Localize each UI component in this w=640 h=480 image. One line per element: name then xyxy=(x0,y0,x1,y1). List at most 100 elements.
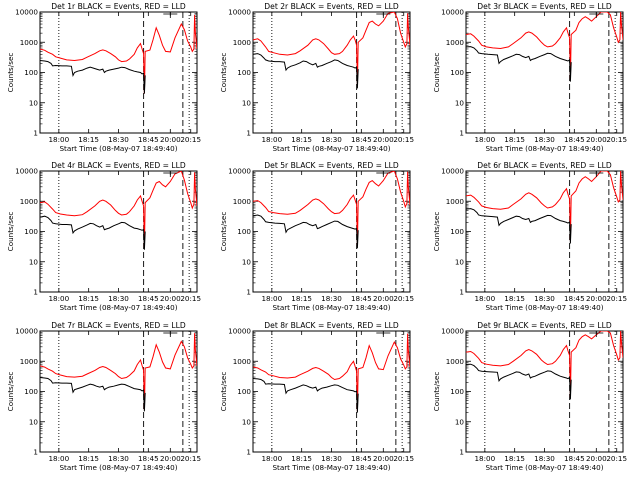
plot-frame xyxy=(465,330,624,453)
plot-frame xyxy=(39,170,198,293)
lld-series-line xyxy=(253,333,410,412)
y-tick-label: 1 xyxy=(246,129,251,138)
panel-title: Det 2r BLACK = Events, RED = LLD xyxy=(264,2,399,11)
y-tick-label: 1 xyxy=(33,288,38,297)
x-tick-label: 20:15 xyxy=(393,454,414,463)
panel-det-9: Det 9r BLACK = Events, RED = LLD 1 10 100 10… xyxy=(432,321,627,472)
x-tick-label: 18:30 xyxy=(108,454,129,463)
x-axis-label: Start Time (08-May-07 18:49:40) xyxy=(485,463,603,472)
y-tick-label: 10 xyxy=(242,417,252,426)
x-tick-label: 20:15 xyxy=(606,454,627,463)
events-series-line xyxy=(466,363,572,400)
events-series-line xyxy=(40,60,146,94)
x-tick-label: 18:45 xyxy=(564,454,585,463)
x-tick-label: 20:00 xyxy=(586,294,607,303)
x-tick-label: 20:00 xyxy=(373,454,394,463)
x-tick-label: 18:30 xyxy=(534,135,555,144)
y-tick-label: 1000 xyxy=(446,197,465,206)
y-tick-label: 100 xyxy=(450,387,464,396)
x-tick-label: 18:30 xyxy=(534,294,555,303)
x-tick-label: 20:15 xyxy=(180,135,201,144)
y-tick-label: 10 xyxy=(242,98,252,107)
x-tick-label: 18:45 xyxy=(351,454,372,463)
x-tick-label: 18:15 xyxy=(504,135,525,144)
y-tick-label: 10000 xyxy=(15,327,38,336)
panel-det-4: Det 4r BLACK = Events, RED = LLD 1 10 100 10… xyxy=(6,161,201,312)
x-tick-label: 18:15 xyxy=(291,135,312,144)
y-tick-label: 1 xyxy=(246,448,251,457)
panel-title: Det 7r BLACK = Events, RED = LLD xyxy=(51,321,186,330)
panel-title: Det 1r BLACK = Events, RED = LLD xyxy=(51,2,186,11)
y-tick-label: 1000 xyxy=(446,38,465,47)
lld-series-line xyxy=(466,12,623,80)
x-tick-label: 18:30 xyxy=(108,135,129,144)
lld-series-line xyxy=(40,14,197,94)
y-tick-label: 100 xyxy=(237,68,251,77)
y-tick-label: 100 xyxy=(24,68,38,77)
panel-title: Det 3r BLACK = Events, RED = LLD xyxy=(477,2,612,11)
x-tick-label: 18:45 xyxy=(351,294,372,303)
y-tick-label: 1000 xyxy=(20,38,39,47)
y-tick-label: 1000 xyxy=(20,197,39,206)
lld-series-line xyxy=(466,331,623,398)
x-tick-label: 18:30 xyxy=(321,294,342,303)
x-tick-label: 18:00 xyxy=(48,454,69,463)
x-axis-label: Start Time (08-May-07 18:49:40) xyxy=(59,463,177,472)
y-axis-label: Counts/sec xyxy=(432,212,441,252)
x-axis-label: Start Time (08-May-07 18:49:40) xyxy=(59,303,177,312)
y-tick-label: 10000 xyxy=(15,167,38,176)
x-tick-label: 20:00 xyxy=(160,294,181,303)
y-axis-label: Counts/sec xyxy=(6,372,15,412)
plot-frame xyxy=(252,11,411,134)
panel-title: Det 6r BLACK = Events, RED = LLD xyxy=(477,161,612,170)
x-tick-label: 18:00 xyxy=(474,454,495,463)
y-tick-label: 10000 xyxy=(228,8,251,17)
events-series-line xyxy=(40,215,146,250)
x-axis-label: Start Time (08-May-07 18:49:40) xyxy=(272,463,390,472)
plot-frame xyxy=(465,11,624,134)
y-axis-label: Counts/sec xyxy=(6,212,15,252)
x-tick-label: 18:15 xyxy=(504,294,525,303)
x-tick-label: 18:15 xyxy=(78,454,99,463)
y-tick-label: 1000 xyxy=(446,357,465,366)
x-tick-label: 18:00 xyxy=(474,294,495,303)
x-tick-label: 18:45 xyxy=(564,294,585,303)
x-axis-label: Start Time (08-May-07 18:49:40) xyxy=(485,303,603,312)
y-axis-label: Counts/sec xyxy=(6,53,15,93)
panel-det-7: Det 7r BLACK = Events, RED = LLD 1 10 100 10… xyxy=(6,321,201,472)
y-tick-label: 1 xyxy=(459,448,464,457)
y-tick-label: 1000 xyxy=(233,357,252,366)
y-tick-label: 1 xyxy=(33,129,38,138)
y-tick-label: 10000 xyxy=(441,8,464,17)
y-tick-label: 10000 xyxy=(228,327,251,336)
y-tick-label: 100 xyxy=(450,227,464,236)
y-tick-label: 1000 xyxy=(233,197,252,206)
x-tick-label: 18:00 xyxy=(48,294,69,303)
panel-det-6: Det 6r BLACK = Events, RED = LLD 1 10 100 10… xyxy=(432,161,627,312)
x-tick-label: 18:45 xyxy=(138,454,159,463)
x-tick-label: 18:45 xyxy=(351,135,372,144)
y-tick-label: 100 xyxy=(24,227,38,236)
x-tick-label: 18:15 xyxy=(291,294,312,303)
x-axis-label: Start Time (08-May-07 18:49:40) xyxy=(272,303,390,312)
panel-det-1: Det 1r BLACK = Events, RED = LLD 1 10 100 10… xyxy=(6,2,201,153)
y-tick-label: 100 xyxy=(24,387,38,396)
x-axis-label: Start Time (08-May-07 18:49:40) xyxy=(59,144,177,153)
y-tick-label: 10 xyxy=(242,257,252,266)
x-tick-label: 18:30 xyxy=(321,454,342,463)
events-series-line xyxy=(253,53,359,89)
x-tick-label: 20:15 xyxy=(393,135,414,144)
plot-frame xyxy=(39,330,198,453)
y-tick-label: 10000 xyxy=(228,167,251,176)
x-tick-label: 18:15 xyxy=(504,454,525,463)
x-tick-label: 18:00 xyxy=(474,135,495,144)
x-tick-label: 18:00 xyxy=(261,135,282,144)
x-tick-label: 20:15 xyxy=(606,135,627,144)
panel-title: Det 9r BLACK = Events, RED = LLD xyxy=(477,321,612,330)
y-tick-label: 10000 xyxy=(441,167,464,176)
x-tick-label: 18:45 xyxy=(138,135,159,144)
x-tick-label: 18:15 xyxy=(78,135,99,144)
panel-det-8: Det 8r BLACK = Events, RED = LLD 1 10 100 10… xyxy=(219,321,414,472)
lld-series-line xyxy=(253,171,410,246)
